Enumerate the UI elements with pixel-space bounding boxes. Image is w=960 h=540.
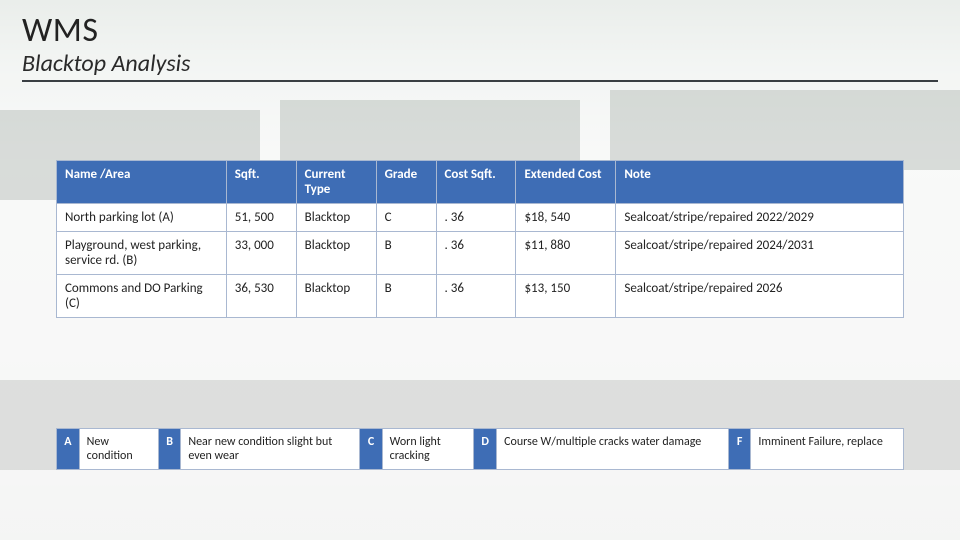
table-cell: Sealcoat/stripe/repaired 2022/2029 (616, 204, 904, 232)
col-header: Extended Cost (516, 161, 616, 204)
page-subtitle: Blacktop Analysis (22, 49, 938, 78)
legend-desc: New condition (79, 429, 158, 470)
legend-grade: F (729, 429, 751, 470)
table-cell: $11, 880 (516, 232, 616, 275)
title-block: WMS Blacktop Analysis (22, 10, 938, 82)
col-header: Cost Sqft. (436, 161, 516, 204)
grade-legend: ANew conditionBNear new condition slight… (56, 428, 904, 470)
table-cell: . 36 (436, 275, 516, 318)
analysis-table: Name /AreaSqft.Current TypeGradeCost Sqf… (56, 160, 904, 318)
table-cell: C (376, 204, 436, 232)
col-header: Note (616, 161, 904, 204)
legend-desc: Near new condition slight but even wear (181, 429, 360, 470)
table-row: Commons and DO Parking (C)36, 530Blackto… (57, 275, 904, 318)
table-cell: Sealcoat/stripe/repaired 2026 (616, 275, 904, 318)
table-cell: North parking lot (A) (57, 204, 227, 232)
table-cell: B (376, 275, 436, 318)
legend-grade: A (57, 429, 80, 470)
table-cell: 36, 530 (226, 275, 296, 318)
legend-desc: Course W/multiple cracks water damage (497, 429, 729, 470)
page-title: WMS (22, 10, 938, 51)
table-cell: Sealcoat/stripe/repaired 2024/2031 (616, 232, 904, 275)
table-cell: 51, 500 (226, 204, 296, 232)
col-header: Name /Area (57, 161, 227, 204)
table-cell: B (376, 232, 436, 275)
table-cell: Blacktop (296, 275, 376, 318)
slide: WMS Blacktop Analysis Name /AreaSqft.Cur… (0, 0, 960, 540)
table-cell: . 36 (436, 204, 516, 232)
table-cell: $18, 540 (516, 204, 616, 232)
table-header-row: Name /AreaSqft.Current TypeGradeCost Sqf… (57, 161, 904, 204)
col-header: Current Type (296, 161, 376, 204)
legend-desc: Worn light cracking (382, 429, 474, 470)
col-header: Sqft. (226, 161, 296, 204)
legend-row: ANew conditionBNear new condition slight… (57, 429, 904, 470)
table-cell: Blacktop (296, 204, 376, 232)
legend-grade: C (360, 429, 382, 470)
table-cell: Blacktop (296, 232, 376, 275)
table-row: North parking lot (A)51, 500BlacktopC. 3… (57, 204, 904, 232)
table-row: Playground, west parking, service rd. (B… (57, 232, 904, 275)
table-cell: $13, 150 (516, 275, 616, 318)
analysis-table-container: Name /AreaSqft.Current TypeGradeCost Sqf… (56, 160, 904, 318)
grade-legend-container: ANew conditionBNear new condition slight… (56, 428, 904, 470)
legend-grade: B (158, 429, 180, 470)
table-cell: Commons and DO Parking (C) (57, 275, 227, 318)
title-underline (22, 80, 938, 82)
legend-grade: D (474, 429, 497, 470)
col-header: Grade (376, 161, 436, 204)
table-cell: Playground, west parking, service rd. (B… (57, 232, 227, 275)
legend-desc: Imminent Failure, replace (751, 429, 904, 470)
table-cell: 33, 000 (226, 232, 296, 275)
table-cell: . 36 (436, 232, 516, 275)
